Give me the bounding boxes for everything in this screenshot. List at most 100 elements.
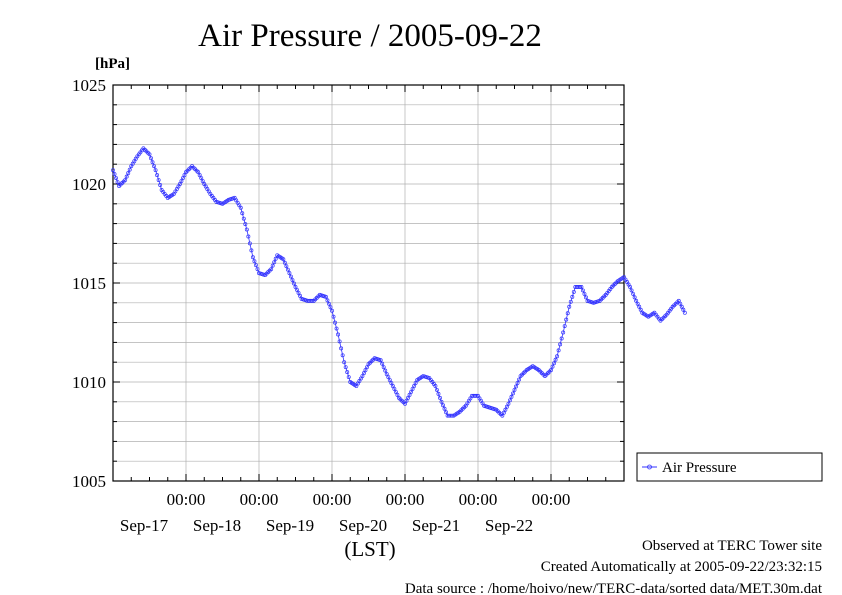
- data-point: [287, 271, 292, 276]
- data-point: [439, 399, 444, 404]
- data-point: [292, 281, 296, 286]
- data-point: [331, 314, 336, 319]
- data-point: [112, 172, 117, 177]
- data-point: [556, 348, 561, 353]
- data-point: [559, 336, 564, 341]
- data-point: [272, 260, 277, 265]
- data-point: [393, 389, 398, 394]
- data-point: [323, 294, 328, 299]
- data-point: [381, 365, 386, 370]
- y-tick-label: 1025: [72, 76, 106, 95]
- footer-created: Created Automatically at 2005-09-22/23:3…: [541, 559, 822, 575]
- data-point: [155, 173, 160, 178]
- series-line: [112, 147, 686, 417]
- data-point: [200, 179, 205, 183]
- data-point: [395, 392, 400, 397]
- legend-box: [636, 452, 823, 482]
- data-point: [270, 263, 275, 268]
- data-point: [682, 310, 687, 315]
- data-point: [679, 304, 684, 309]
- data-point: [390, 384, 395, 388]
- x-tick-time: 00:00: [532, 490, 571, 509]
- data-point: [158, 183, 163, 187]
- y-tick-label: 1015: [72, 274, 106, 293]
- data-point: [124, 174, 129, 179]
- data-point: [561, 330, 566, 335]
- data-point: [197, 173, 202, 178]
- x-tick-labels: 00:00 Sep-17 00:00 Sep-18 00:00 Sep-19 00:00 Se…: [120, 490, 570, 535]
- data-point: [293, 285, 298, 289]
- data-point: [565, 311, 570, 316]
- data-point: [177, 182, 182, 186]
- data-point: [570, 294, 575, 299]
- data-point: [403, 401, 407, 406]
- legend-label: Air Pressure: [662, 460, 737, 476]
- data-point: [250, 255, 255, 260]
- data-point: [580, 288, 585, 293]
- data-point: [296, 290, 301, 295]
- data-point: [247, 241, 252, 246]
- data-point: [571, 289, 576, 294]
- data-point: [282, 260, 287, 265]
- data-point: [584, 295, 588, 300]
- data-point: [114, 176, 118, 181]
- data-point: [298, 293, 303, 298]
- data-point: [549, 368, 553, 373]
- data-point: [564, 317, 569, 322]
- x-tick-time: 00:00: [386, 490, 425, 509]
- data-point: [254, 263, 258, 268]
- data-point: [387, 378, 392, 382]
- data-point: [243, 222, 248, 227]
- data-point: [360, 374, 365, 379]
- data-point: [361, 371, 366, 376]
- data-point: [152, 164, 157, 169]
- data-point: [339, 346, 344, 351]
- data-point: [553, 357, 558, 362]
- data-point: [336, 332, 341, 337]
- y-axis-unit: [hPa]: [95, 56, 130, 72]
- data-point: [295, 287, 299, 292]
- data-point: [288, 274, 293, 279]
- data-point: [179, 179, 184, 183]
- data-point: [181, 176, 185, 181]
- data-point: [290, 278, 295, 282]
- data-point: [196, 170, 201, 175]
- data-point: [515, 381, 520, 385]
- y-tick-label: 1005: [72, 472, 106, 491]
- data-point: [199, 176, 204, 181]
- data-point: [346, 375, 351, 379]
- grid-lines: [113, 85, 624, 481]
- data-point: [507, 398, 512, 403]
- data-point: [413, 381, 418, 385]
- data-point: [407, 392, 412, 397]
- data-point: [246, 234, 251, 239]
- footer-site: Observed at TERC Tower site: [642, 538, 822, 554]
- x-tick-time: 00:00: [459, 490, 498, 509]
- data-point: [410, 386, 415, 391]
- data-point: [150, 160, 155, 165]
- data-point: [511, 391, 515, 396]
- data-point: [632, 295, 637, 300]
- data-point: [343, 365, 348, 370]
- data-point: [147, 152, 152, 157]
- data-point: [503, 407, 508, 412]
- data-point: [579, 285, 584, 289]
- data-point: [333, 320, 337, 325]
- data-point: [383, 368, 388, 373]
- data-point: [412, 384, 417, 388]
- data-point: [285, 267, 290, 272]
- data-point: [514, 384, 518, 389]
- data-point: [678, 301, 683, 306]
- data-point: [676, 298, 681, 303]
- data-point: [409, 389, 414, 394]
- data-point: [474, 393, 479, 398]
- data-point: [340, 353, 345, 358]
- x-axis-label: (LST): [344, 537, 395, 561]
- data-point: [342, 360, 347, 365]
- data-point: [255, 267, 260, 272]
- data-point: [442, 406, 447, 411]
- data-point: [631, 291, 636, 296]
- data-point: [111, 168, 115, 173]
- data-point: [555, 354, 560, 359]
